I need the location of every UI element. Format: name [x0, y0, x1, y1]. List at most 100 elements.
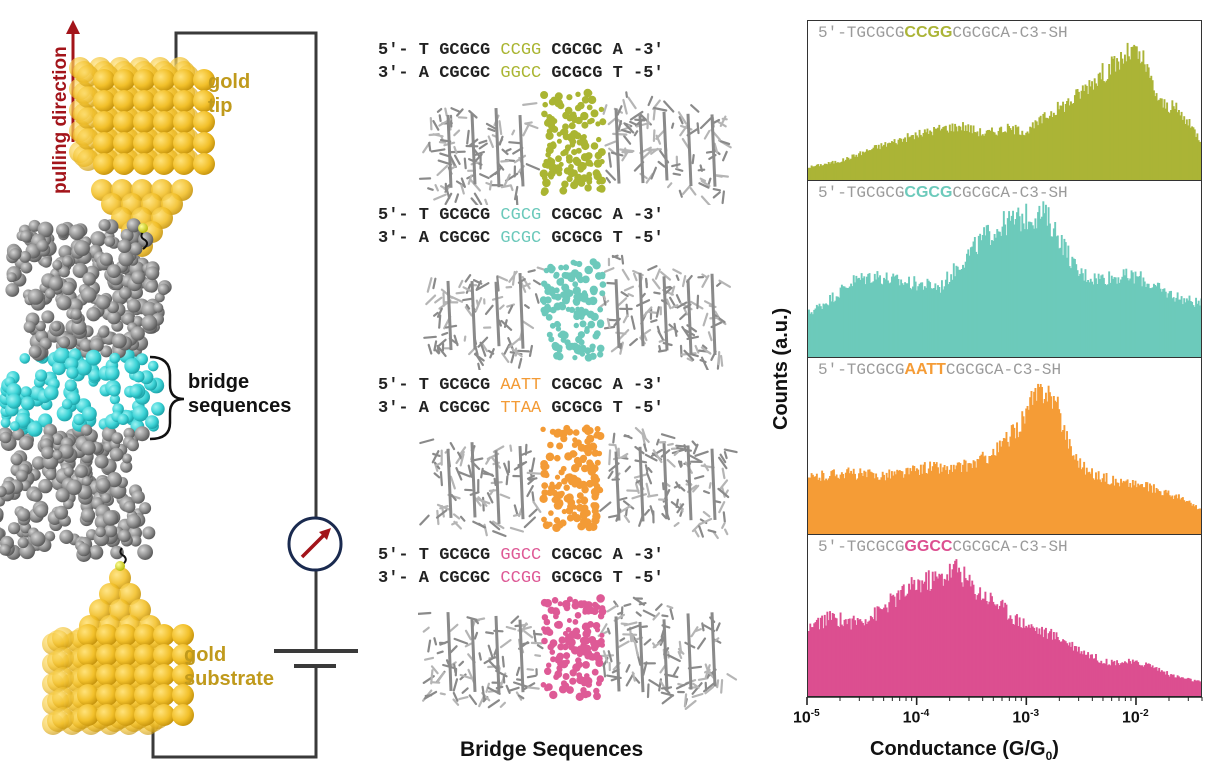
histogram-bar: [988, 129, 991, 180]
dna-bond: [665, 298, 672, 310]
histogram-bar: [877, 479, 880, 534]
histogram-bar: [1147, 663, 1150, 696]
bridge-atom: [541, 489, 549, 497]
bridge-atom: [557, 601, 563, 607]
histogram-bar: [1184, 124, 1187, 180]
dna-bond: [453, 637, 469, 645]
dna-bond: [435, 509, 448, 519]
histogram-bar: [1010, 618, 1013, 696]
histogram-bar: [879, 479, 882, 534]
histogram-bar: [906, 593, 909, 696]
dna-bond: [719, 453, 727, 464]
dna-bond: [507, 686, 520, 693]
bridge-atom: [584, 676, 593, 686]
base-pair-rung: [614, 451, 621, 521]
dna-bond: [434, 462, 442, 467]
histogram-bar: [852, 275, 855, 357]
sequence-flank: 5′- T GCGCG: [378, 376, 501, 395]
histogram-bar: [930, 288, 933, 357]
histogram-bar: [1154, 285, 1157, 357]
histogram-bar: [813, 309, 816, 357]
histogram-bar: [881, 471, 884, 534]
histogram-bar: [877, 144, 880, 180]
bridge-atom: [569, 450, 577, 458]
histogram-bar: [1047, 118, 1050, 180]
histogram-bar: [1135, 660, 1138, 696]
histogram-bar: [948, 563, 951, 696]
dna-bond: [528, 344, 534, 358]
histogram-bar: [926, 473, 929, 534]
histogram-bar: [1093, 273, 1096, 357]
dna-bond: [432, 119, 440, 131]
dna-bond: [458, 660, 465, 667]
histogram-bar: [858, 153, 860, 180]
histogram-bar: [927, 468, 930, 534]
histogram-bar: [1177, 299, 1180, 357]
histogram-bar: [1116, 482, 1119, 534]
dna-bond: [675, 294, 682, 304]
gold-atom: [109, 599, 131, 621]
histogram-bar: [1126, 663, 1129, 696]
histogram-bar: [1121, 276, 1124, 357]
histogram-bar: [1068, 266, 1071, 357]
histogram-bar: [901, 586, 904, 696]
histogram-bar: [1021, 213, 1024, 357]
dna-bond: [455, 291, 465, 295]
dna-bond: [661, 614, 669, 618]
dna-bond: [452, 698, 460, 706]
histogram-bar: [1093, 479, 1096, 534]
histogram-bar: [958, 269, 961, 357]
histogram-bar: [1013, 134, 1016, 180]
bridge-atom: [561, 682, 570, 690]
base-pair-rung: [686, 113, 693, 187]
histogram-bar: [1029, 627, 1032, 696]
dna-bond: [444, 107, 448, 117]
dna-bond: [646, 683, 650, 699]
dna-bond: [460, 184, 465, 195]
dna-bond: [683, 349, 695, 361]
histogram-bar: [885, 472, 888, 534]
dna-bond: [463, 335, 467, 342]
dna-atom: [134, 426, 150, 442]
histogram-bar: [829, 163, 831, 180]
histogram-bar: [871, 282, 874, 357]
dna-bond: [700, 179, 711, 188]
dna-bond: [489, 488, 495, 496]
dna-atom: [10, 453, 23, 466]
histogram-bar: [1187, 300, 1190, 357]
histogram-bar: [1084, 269, 1087, 357]
histogram-bar: [1116, 660, 1119, 696]
histogram-bar: [904, 282, 907, 357]
dna-bond: [517, 349, 530, 353]
dna-bond: [625, 91, 628, 98]
histogram-bar: [1195, 137, 1198, 180]
histogram-bar: [897, 139, 900, 180]
bridge-atom: [549, 690, 558, 700]
histogram-bar: [1070, 446, 1072, 534]
sequence-core: AATT: [500, 376, 542, 395]
histogram-bar: [925, 132, 928, 180]
histogram-bar: [944, 470, 947, 534]
histogram-bar: [1056, 396, 1059, 534]
dna-bond: [643, 638, 652, 646]
histogram-bar: [964, 125, 967, 180]
histogram-bar: [830, 619, 833, 696]
histogram-bar: [1001, 441, 1004, 534]
sequence-core: GGCC: [500, 64, 542, 83]
dna-bond: [485, 122, 498, 131]
dna-bond: [616, 297, 628, 308]
histogram-bar: [1171, 100, 1174, 180]
dna-bond: [677, 111, 688, 125]
histogram-bar: [1042, 114, 1045, 180]
bridge-atom: [580, 111, 589, 121]
base-pair-rung: [470, 619, 477, 693]
bridge-atom: [576, 139, 583, 146]
base-pair-rung: [710, 448, 717, 520]
histogram-bar: [1193, 129, 1196, 180]
histogram-bar: [964, 460, 967, 534]
histogram-bar: [975, 467, 978, 534]
dna-bond: [451, 521, 458, 526]
histogram-bar: [1192, 305, 1195, 357]
dna-bond: [722, 511, 726, 523]
bridge-atom: [558, 264, 564, 271]
